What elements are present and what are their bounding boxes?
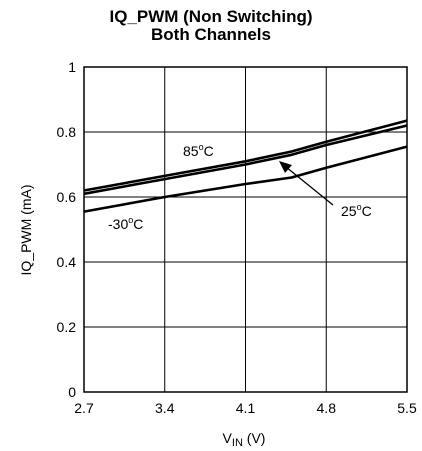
annotation-85c: 85oC: [183, 142, 214, 159]
y-tick-label: 0.2: [57, 319, 77, 335]
annotation-25c: 25oC: [341, 202, 372, 219]
chart-subtitle: Both Channels: [151, 25, 271, 44]
series-line-0: [83, 119, 408, 192]
x-axis-label: VIN (V): [223, 430, 266, 449]
x-tick-label: 4.8: [317, 400, 337, 416]
grid: [84, 67, 407, 392]
series-line-2: [83, 145, 408, 213]
x-tick-label: 5.5: [397, 400, 417, 416]
annotation-minus30c: -30oC: [108, 215, 143, 232]
y-tick-label: 0.8: [57, 124, 77, 140]
series-lines: [83, 119, 408, 213]
annotation-arrow: [279, 161, 334, 206]
y-tick-label: 0.4: [57, 254, 77, 270]
tick-labels: 2.7 3.4 4.1 4.8 5.5 0 0.2 0.4 0.6 0.8 1: [57, 59, 417, 416]
chart-title: IQ_PWM (Non Switching): [109, 7, 313, 26]
y-tick-label: 0.6: [57, 189, 77, 205]
x-tick-label: 4.1: [236, 400, 256, 416]
plot-frame: [83, 66, 408, 393]
y-axis-label: IQ_PWM (mA): [18, 185, 34, 276]
series-line-1: [83, 124, 408, 196]
x-tick-label: 3.4: [155, 400, 175, 416]
y-tick-label: 0: [68, 384, 76, 400]
y-tick-label: 1: [68, 59, 76, 75]
x-tick-label: 2.7: [74, 400, 94, 416]
